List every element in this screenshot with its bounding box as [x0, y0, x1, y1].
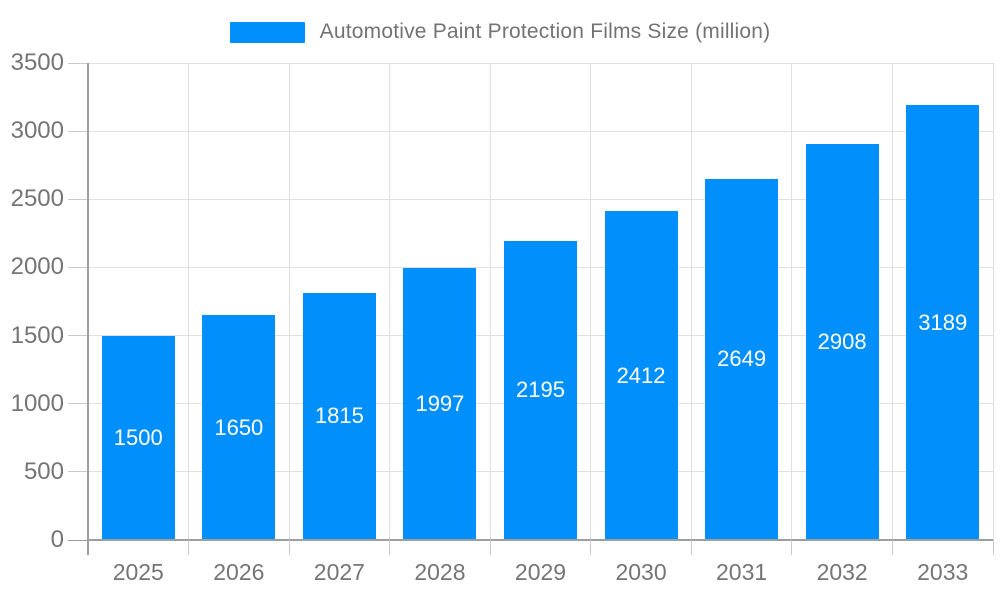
- y-axis-tick: [68, 335, 88, 337]
- gridline-vertical: [690, 63, 692, 540]
- bar[interactable]: 2412: [604, 211, 678, 540]
- gridline-vertical: [188, 63, 190, 540]
- bar[interactable]: 1815: [302, 292, 376, 540]
- bar[interactable]: 1650: [202, 315, 276, 540]
- y-axis-tick: [68, 539, 88, 541]
- legend-label: Automotive Paint Protection Films Size (…: [319, 20, 771, 43]
- y-axis-tick-label: 1500: [10, 321, 64, 349]
- bar-value-label: 1997: [415, 390, 465, 416]
- x-axis-tick-label: 2027: [313, 559, 365, 585]
- bar[interactable]: 2195: [504, 240, 577, 540]
- gridline-vertical: [992, 63, 994, 540]
- y-axis-tick: [68, 130, 88, 132]
- x-axis-tick-label: 2032: [816, 559, 868, 585]
- x-axis-tick-label: 2033: [917, 559, 969, 585]
- y-axis-tick: [68, 266, 88, 268]
- x-axis-tick: [891, 540, 893, 555]
- x-axis-tick-label: 2025: [112, 559, 164, 585]
- x-axis-tick-label: 2031: [716, 559, 768, 585]
- y-axis-tick-label: 500: [23, 457, 64, 485]
- y-axis-tick-label: 3500: [10, 49, 64, 76]
- x-axis-tick: [489, 540, 491, 555]
- gridline-horizontal: [88, 198, 993, 200]
- bar-value-label: 2412: [616, 362, 666, 388]
- bar-value-label: 1650: [214, 414, 264, 440]
- x-axis-tick: [389, 540, 391, 555]
- legend-swatch-icon: [229, 21, 305, 43]
- bar[interactable]: 1997: [403, 267, 477, 540]
- y-axis-tick: [68, 62, 88, 64]
- bar[interactable]: 2649: [705, 178, 779, 540]
- bar-value-label: 3189: [918, 309, 968, 335]
- x-axis-tick: [690, 540, 692, 555]
- y-axis-tick-label: 3000: [10, 117, 64, 145]
- gridline-horizontal: [88, 62, 993, 64]
- gridline-vertical: [489, 63, 491, 540]
- y-axis-tick-label: 1000: [10, 389, 64, 417]
- x-axis-tick: [188, 540, 190, 555]
- x-axis-tick-label: 2026: [213, 559, 265, 585]
- bar[interactable]: 1500: [101, 335, 175, 540]
- y-axis-tick: [68, 403, 88, 405]
- y-axis-tick: [68, 198, 88, 200]
- x-axis-tick: [791, 540, 793, 555]
- y-axis-tick: [68, 471, 88, 473]
- bar-value-label: 1815: [314, 403, 364, 429]
- bar[interactable]: 3189: [906, 105, 980, 540]
- bar-value-label: 2649: [717, 346, 767, 372]
- x-axis-tick: [992, 540, 994, 555]
- y-axis-tick-label: 2500: [10, 185, 64, 213]
- bar[interactable]: 2908: [805, 143, 879, 540]
- bar-value-label: 2195: [516, 377, 565, 403]
- y-axis-tick-label: 0: [50, 526, 64, 553]
- y-axis-tick-label: 2000: [10, 253, 64, 281]
- gridline-vertical: [590, 63, 592, 540]
- legend-item[interactable]: Automotive Paint Protection Films Size (…: [0, 14, 1000, 50]
- bar-value-label: 1500: [113, 424, 163, 450]
- x-axis-tick: [590, 540, 592, 555]
- gridline-vertical: [288, 63, 290, 540]
- x-axis-tick-label: 2028: [414, 559, 466, 585]
- x-axis-tick-label: 2029: [514, 559, 567, 585]
- gridline-horizontal: [88, 130, 993, 132]
- x-axis-line: [88, 539, 993, 541]
- gridline-vertical: [389, 63, 391, 540]
- x-axis-tick-label: 2030: [615, 559, 667, 585]
- y-axis-line: [87, 63, 89, 555]
- x-axis-tick: [288, 540, 290, 555]
- gridline-vertical: [891, 63, 893, 540]
- gridline-vertical: [791, 63, 793, 540]
- bar-value-label: 2908: [817, 328, 867, 354]
